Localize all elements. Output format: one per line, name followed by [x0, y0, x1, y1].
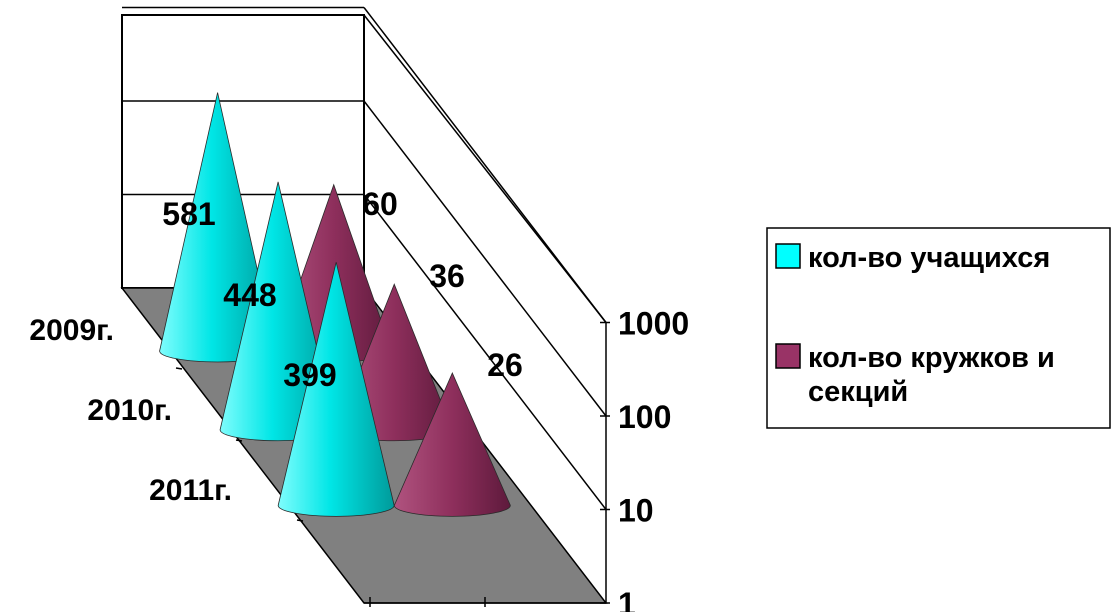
legend-swatch [775, 243, 801, 269]
category-label: 2009г. [29, 314, 114, 347]
data-label: 399 [283, 357, 336, 393]
legend-label: кол-во учащихся [808, 242, 1050, 274]
data-label: 581 [162, 196, 215, 232]
data-label: 60 [362, 186, 398, 222]
gridlines [122, 6, 607, 510]
value-axis: 1 10 100 1000 [364, 306, 689, 612]
legend-label: кол-во кружков и [808, 342, 1055, 374]
legend-label: секций [808, 376, 908, 408]
cone-students-2011г. [277, 262, 395, 517]
legend-swatch [775, 343, 801, 369]
cone-body [277, 262, 395, 517]
category-label: 2011г. [149, 474, 232, 507]
value-axis-label: 1 [618, 586, 636, 612]
category-tick [235, 439, 243, 442]
gridline-side [363, 7, 607, 323]
category-tick [296, 519, 304, 522]
legend-box [766, 227, 1111, 429]
data-label: 36 [429, 258, 465, 294]
side-wall-top [363, 14, 607, 323]
cone-clubs-2011г. [393, 372, 511, 517]
category-tick [175, 367, 183, 370]
data-label: 26 [487, 347, 523, 383]
category-label: 2010г. [87, 394, 172, 427]
data-label: 448 [223, 277, 276, 313]
value-axis-label: 100 [618, 399, 671, 435]
value-axis-label: 10 [618, 493, 654, 529]
cone-body [393, 372, 511, 517]
category-labels: 2009г. 2010г. 2011г. [29, 314, 304, 522]
value-axis-label: 1000 [618, 306, 689, 342]
gridline-side [363, 194, 607, 510]
gridline-side [363, 100, 607, 417]
cones: 581 60 448 36 399 26 [159, 92, 523, 517]
